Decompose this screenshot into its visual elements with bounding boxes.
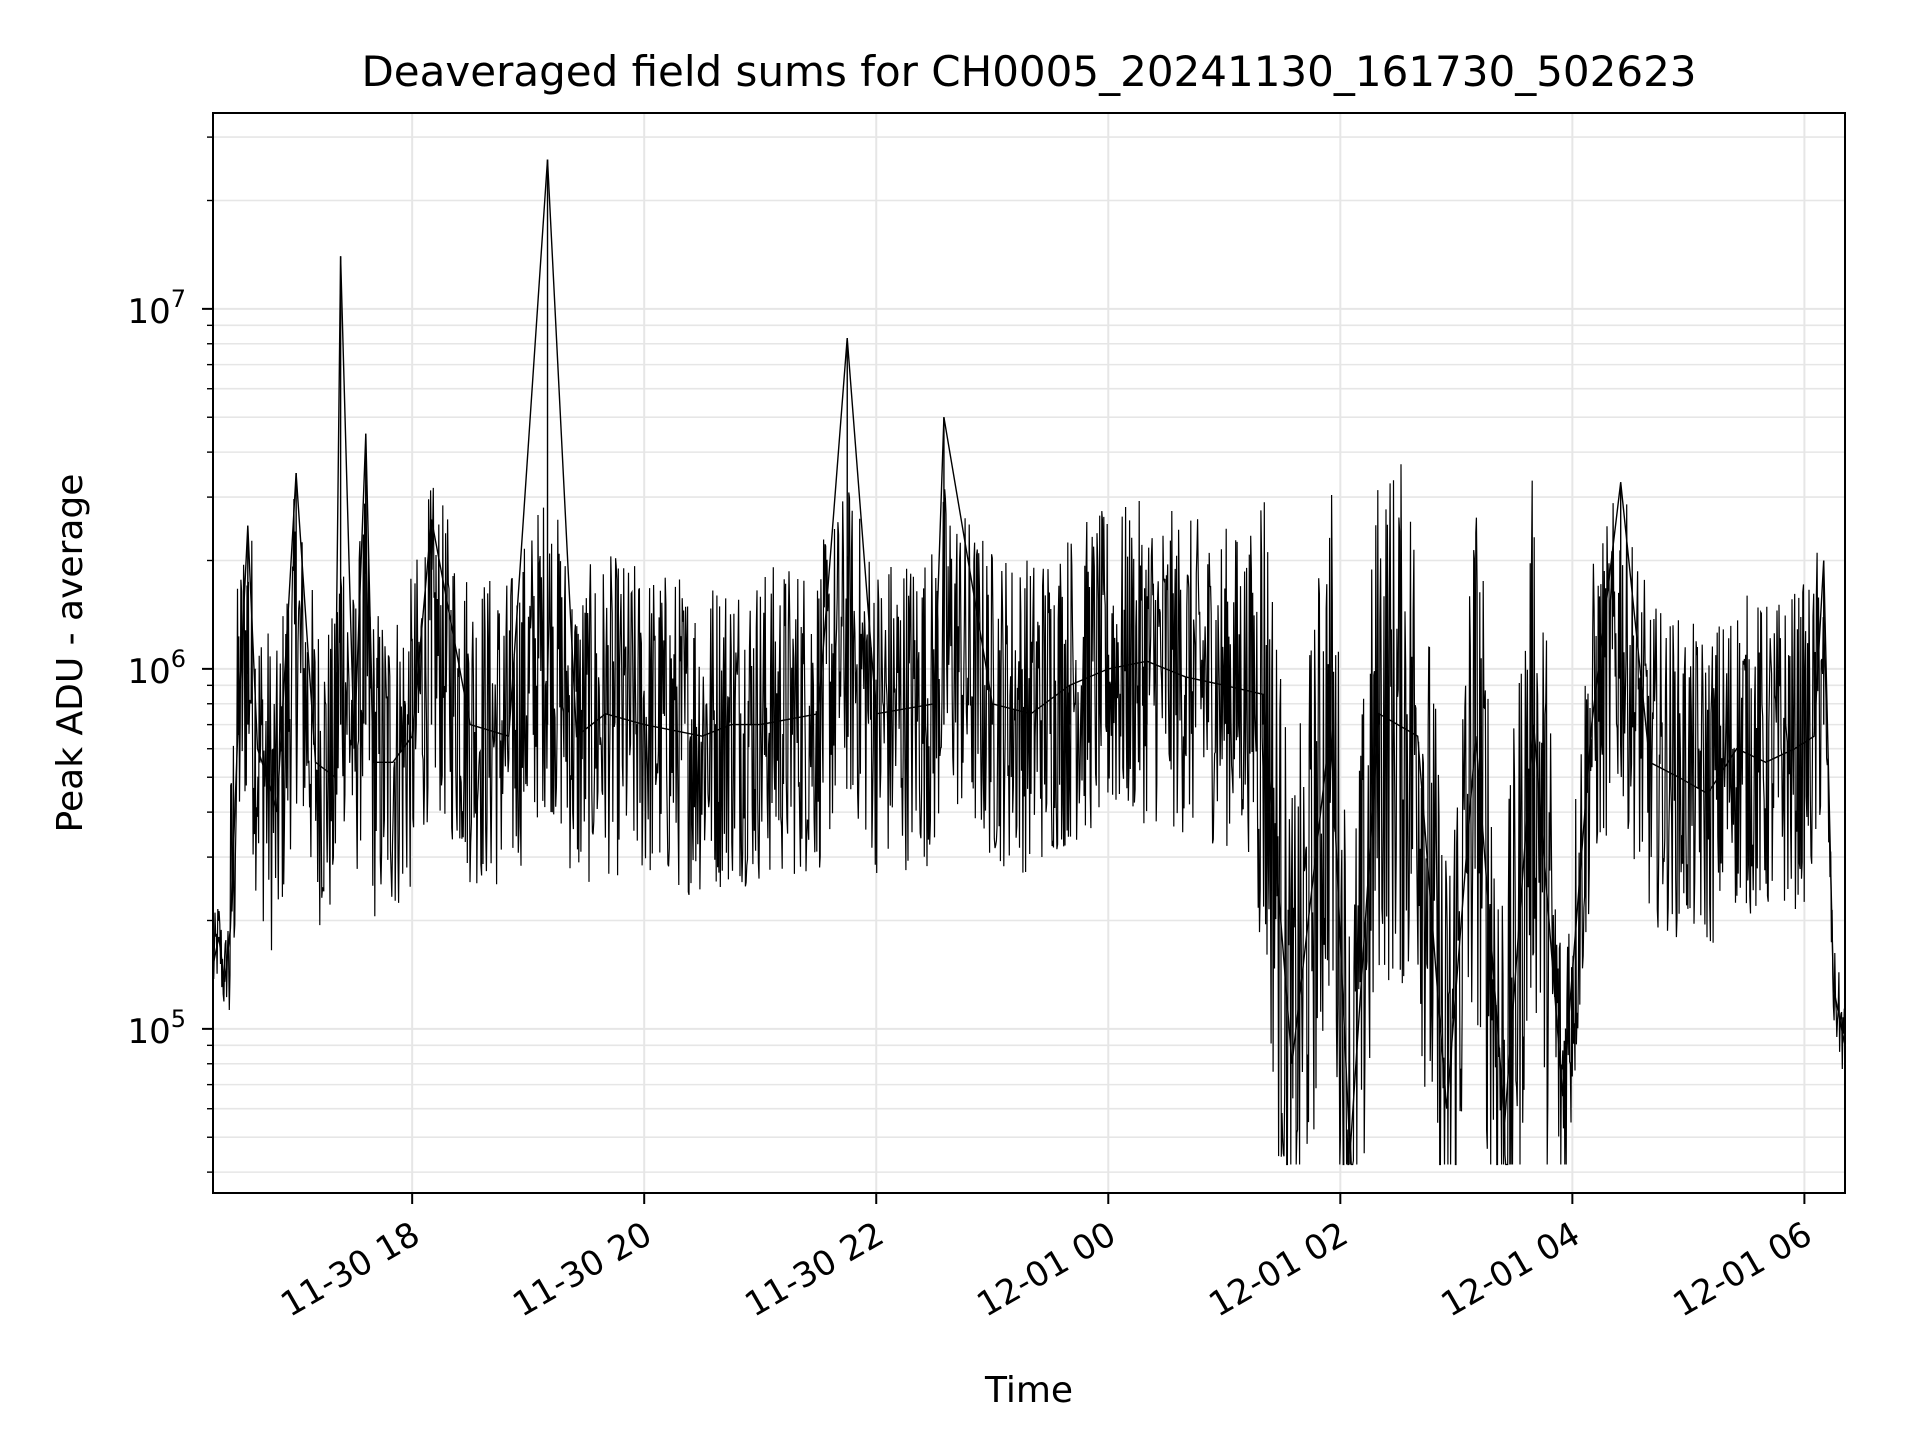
y-tick-base: 10 [127,292,170,332]
y-axis-label: Peak ADU - average [50,474,91,833]
chart-title: Deaveraged field sums for CH0005_2024113… [361,47,1696,96]
x-ticks: 11-30 18 11-30 20 11-30 22 12-01 00 12-01 02… [274,1193,1819,1325]
y-tick-exponent: 7 [171,285,186,313]
x-tick-label: 11-30 20 [506,1214,658,1325]
x-tick-label: 12-01 04 [1434,1214,1586,1325]
x-axis-label: Time [984,1370,1073,1411]
x-tick-label: 12-01 02 [1202,1214,1354,1325]
y-tick-label: 106 [127,645,186,692]
x-tick-label: 11-30 18 [274,1214,426,1325]
x-tick-label: 11-30 22 [738,1214,890,1325]
series-line-noise [212,464,1846,1166]
series-layer [212,159,1846,1166]
x-tick-label: 12-01 06 [1666,1214,1818,1325]
x-tick-label: 12-01 00 [970,1214,1122,1325]
y-tick-label: 105 [127,1005,186,1052]
y-tick-exponent: 6 [171,645,186,673]
plot-frame [212,112,1846,1194]
y-tick-exponent: 5 [171,1005,186,1033]
y-tick-base: 10 [127,1012,170,1052]
y-tick-label: 107 [127,285,186,332]
y-tick-base: 10 [127,652,170,692]
